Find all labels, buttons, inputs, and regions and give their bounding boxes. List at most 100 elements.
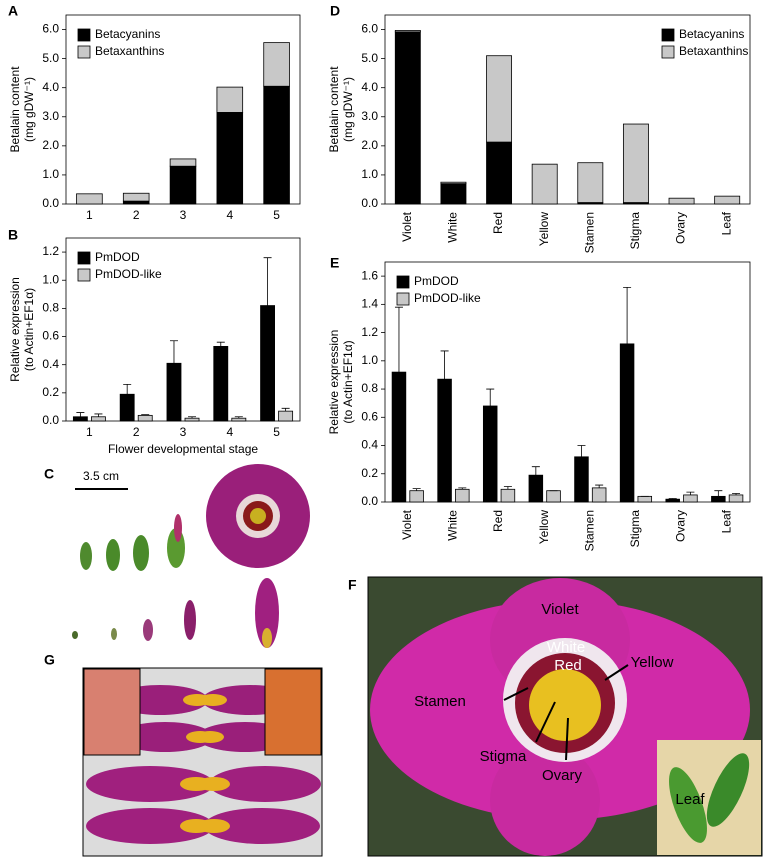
plot-frame (65, 237, 301, 422)
y-tick-label: 1.6 (361, 268, 378, 282)
chart: A Betalain content (mg gDW⁻¹) 0.0 1.0 2.0 3.0 4… (8, 3, 301, 222)
bar (260, 305, 275, 422)
bar (231, 417, 247, 422)
photo-label: Yellow (631, 654, 674, 671)
legend-swatch (396, 292, 410, 306)
bar (91, 416, 106, 422)
bar (728, 494, 744, 503)
x-tick-label: White (446, 510, 460, 541)
bar (72, 416, 88, 422)
petal (184, 600, 196, 640)
legend-swatch (661, 45, 675, 59)
x-tick-label: 5 (273, 208, 280, 222)
legend-label: PmDOD-like (414, 291, 481, 305)
photo-label: Violet (541, 601, 579, 618)
error-bar (394, 306, 403, 373)
legend-label: PmDOD (95, 250, 140, 264)
bar (683, 494, 698, 503)
petal (209, 766, 321, 802)
x-tick-label: Yellow (537, 510, 551, 545)
bar-segment (169, 158, 197, 167)
x-tick-label: Ovary (674, 212, 688, 244)
petal (111, 628, 117, 640)
bar (184, 417, 200, 422)
legend-label: Betacyanins (679, 27, 744, 41)
error-bar (141, 414, 150, 416)
panel-letter: C (44, 466, 54, 482)
bar (278, 410, 294, 422)
y-tick-label: 0.4 (361, 438, 378, 452)
inset (83, 668, 141, 756)
error-bar (458, 487, 467, 490)
error-bar (94, 413, 103, 417)
y-tick-label: 6.0 (361, 22, 378, 36)
error-bar (623, 287, 632, 344)
bar-segment (263, 85, 290, 205)
arrows (503, 664, 629, 761)
panel-letter: F (348, 577, 357, 593)
x-tick-label: Violet (400, 211, 414, 241)
petal-base (196, 731, 224, 743)
bar-segment (440, 181, 467, 185)
panel-letter: A (8, 3, 18, 19)
petal (255, 578, 279, 648)
bar-segment (122, 192, 150, 202)
bar (137, 414, 153, 422)
chart: E Relative expression (to Actin+EF1α) 0.0 0.… (327, 255, 751, 551)
error-bar (486, 388, 495, 406)
inset (264, 668, 322, 756)
bar (528, 474, 544, 503)
y-axis-label: Betalain content (8, 66, 22, 153)
error-bar (714, 490, 723, 497)
x-tick-label: 1 (86, 425, 93, 439)
petal-base (198, 777, 230, 791)
petal (204, 808, 320, 844)
y-axis-label: (to Actin+EF1α) (341, 340, 355, 423)
bar (665, 498, 680, 503)
y-axis-label: (mg gDW⁻¹) (22, 77, 36, 142)
plot-frame (384, 261, 751, 503)
legend-label: Betaxanthins (95, 44, 164, 58)
panel-letter: G (44, 652, 55, 668)
y-axis-label: Betalain content (327, 66, 341, 153)
bar (591, 487, 607, 503)
photo-label: Stigma (480, 748, 527, 765)
legend-swatch (77, 45, 91, 59)
bar (409, 490, 424, 503)
y-tick-label: 1.2 (42, 244, 59, 258)
bar-segment (531, 163, 558, 205)
petal (86, 808, 214, 844)
legend-label: PmDOD-like (95, 267, 162, 281)
petal (86, 766, 214, 802)
y-tick-label: 4.0 (42, 80, 59, 94)
x-tick-label: 4 (226, 425, 233, 439)
scale-label: 3.5 cm (83, 469, 119, 483)
y-tick-label: 0.6 (361, 409, 378, 423)
y-axis-label: Relative expression (327, 330, 341, 435)
error-bar (76, 412, 85, 417)
bar (546, 490, 561, 503)
error-bar (686, 491, 695, 495)
y-tick-label: 1.0 (361, 353, 378, 367)
error-bar (281, 407, 290, 412)
panel-letter: B (8, 227, 18, 243)
bar (166, 362, 182, 422)
bar (455, 488, 470, 503)
error-bar (503, 486, 512, 490)
x-tick-label: Stigma (628, 510, 642, 548)
error-bar (234, 416, 243, 419)
chart: B Relative expression (to Actin+EF1α) 0.0 0.… (8, 227, 301, 456)
plot-frame (384, 14, 751, 205)
bar-segment (486, 55, 513, 143)
x-tick-label: Violet (400, 509, 414, 539)
photo-f: F Violet White Red Yellow Stamen Stigma … (348, 576, 763, 857)
legend-swatch (396, 275, 410, 289)
petal (72, 631, 78, 639)
x-tick-label: 5 (273, 425, 280, 439)
bar (574, 456, 589, 503)
error-bar (188, 416, 197, 419)
y-tick-label: 5.0 (42, 51, 59, 65)
bud (106, 539, 120, 571)
x-tick-label: Yellow (537, 212, 551, 247)
